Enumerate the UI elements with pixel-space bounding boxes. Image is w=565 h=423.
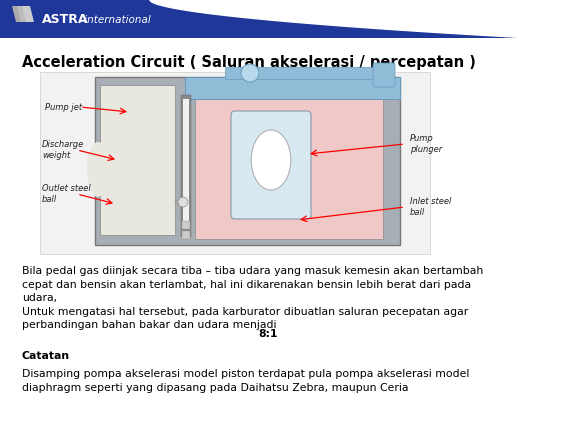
- Text: Outlet steel
ball: Outlet steel ball: [42, 184, 91, 204]
- Bar: [95, 77, 400, 245]
- Text: 8:1: 8:1: [259, 329, 278, 339]
- Text: Pump jet: Pump jet: [45, 102, 82, 112]
- Circle shape: [178, 197, 188, 207]
- Circle shape: [241, 64, 259, 82]
- Polygon shape: [12, 6, 24, 22]
- Polygon shape: [17, 6, 29, 22]
- Text: international: international: [81, 15, 151, 25]
- Polygon shape: [150, 0, 565, 38]
- Text: Pump
plunger: Pump plunger: [410, 134, 442, 154]
- Bar: [0, 0, 565, 38]
- Bar: [185, 77, 400, 99]
- Bar: [182, 231, 190, 239]
- Bar: [100, 85, 175, 235]
- Ellipse shape: [251, 130, 291, 190]
- Polygon shape: [22, 6, 34, 22]
- Text: Bila pedal gas diinjak secara tiba – tiba udara yang masuk kemesin akan bertamba: Bila pedal gas diinjak secara tiba – tib…: [22, 266, 483, 330]
- Bar: [40, 72, 430, 254]
- Text: Inlet steel
ball: Inlet steel ball: [410, 197, 451, 217]
- Text: Discharge
weight: Discharge weight: [42, 140, 84, 160]
- Ellipse shape: [87, 142, 109, 197]
- Bar: [182, 221, 190, 229]
- Bar: [181, 95, 191, 237]
- Text: Acceleration Circuit ( Saluran akselerasi / percepatan ): Acceleration Circuit ( Saluran akseleras…: [22, 55, 476, 70]
- Text: ASTRA: ASTRA: [42, 13, 89, 26]
- Bar: [195, 97, 383, 239]
- FancyBboxPatch shape: [231, 111, 311, 219]
- FancyBboxPatch shape: [373, 63, 395, 87]
- Bar: [183, 99, 189, 229]
- Bar: [175, 200, 181, 204]
- Text: Disamping pompa akselerasi model piston terdapat pula pompa akselerasi model
dia: Disamping pompa akselerasi model piston …: [22, 369, 470, 393]
- Text: Catatan: Catatan: [22, 351, 70, 360]
- Bar: [225, 67, 380, 79]
